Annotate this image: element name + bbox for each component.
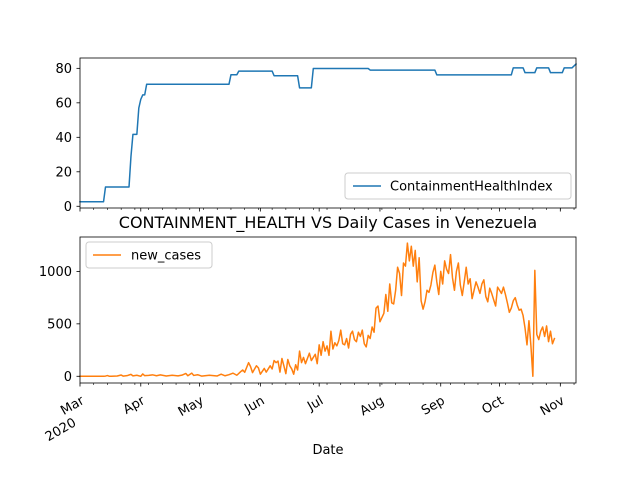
bottom-y-ticks: 0 500 1000: [39, 265, 80, 385]
chart-title: CONTAINMENT_HEALTH VS Daily Cases in Ven…: [119, 213, 537, 233]
y-tick-label: 0: [64, 200, 72, 215]
x-axis-label: Date: [312, 443, 343, 458]
top-series-lines: [79, 62, 578, 203]
bottom-panel: CONTAINMENT_HEALTH VS Daily Cases in Ven…: [39, 213, 577, 458]
y-tick-label: 60: [55, 96, 72, 111]
y-tick-label: 1000: [39, 265, 72, 280]
bottom-axes-frame: [79, 236, 577, 384]
top-panel: 0 20 40 60 80 ContainmentHealthIndex: [55, 57, 578, 215]
bottom-legend: new_cases: [85, 241, 213, 269]
top-legend-label: ContainmentHealthIndex: [390, 180, 553, 195]
top-x-ticks: [79, 208, 575, 212]
bottom-series-lines: [79, 242, 556, 378]
bottom-legend-box: [85, 241, 213, 269]
y-tick-label: 20: [55, 165, 72, 180]
top-y-ticks: 0 20 40 60 80: [55, 62, 80, 215]
y-tick-label: 40: [55, 131, 72, 146]
series-line-containmenthealthindex: [79, 62, 578, 203]
y-tick-label: 80: [55, 62, 72, 77]
top-legend: ContainmentHealthIndex: [344, 172, 572, 200]
y-tick-label: 0: [64, 370, 72, 385]
top-legend-box: [344, 172, 572, 200]
bottom-legend-label: new_cases: [131, 249, 201, 264]
top-axes-frame: [79, 57, 577, 209]
y-tick-label: 500: [47, 317, 72, 332]
series-line-new-cases: [79, 242, 556, 378]
x-tick-label: Jul: [304, 393, 326, 414]
